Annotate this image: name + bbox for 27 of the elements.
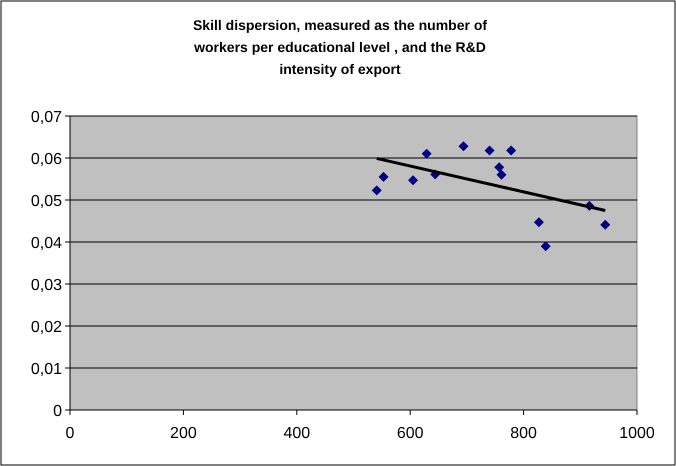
point xyxy=(496,170,506,180)
x-tick-label: 0 xyxy=(66,425,75,442)
y-tick-label: 0,06 xyxy=(30,151,62,168)
y-tick-label: 0,01 xyxy=(30,361,62,378)
point xyxy=(600,220,610,230)
point xyxy=(540,241,551,252)
y-tick-label: 0,07 xyxy=(30,109,62,126)
point xyxy=(494,162,504,172)
y-tick-label: 0,03 xyxy=(30,277,62,294)
point xyxy=(378,172,389,182)
x-tick-label: 1000 xyxy=(619,425,655,442)
y-tick-label: 0,04 xyxy=(30,235,62,252)
point xyxy=(506,145,516,156)
point xyxy=(422,148,432,159)
x-tick-label: 600 xyxy=(396,425,424,442)
chart-title: Skill dispersion, measured as the number of workers per educational level , and the R&D intensity of export xyxy=(192,17,488,77)
x-tick-label: 400 xyxy=(283,425,310,442)
point xyxy=(458,141,468,152)
y-tick-label: 0,05 xyxy=(30,193,62,210)
point xyxy=(408,175,418,186)
point xyxy=(484,145,495,156)
x-tick-label: 200 xyxy=(170,425,197,442)
y-tick-label: 0,02 xyxy=(30,319,62,336)
y-tick-label: 0 xyxy=(53,403,62,420)
point xyxy=(372,185,382,196)
point xyxy=(534,217,544,228)
x-tick-label: 800 xyxy=(510,425,538,442)
